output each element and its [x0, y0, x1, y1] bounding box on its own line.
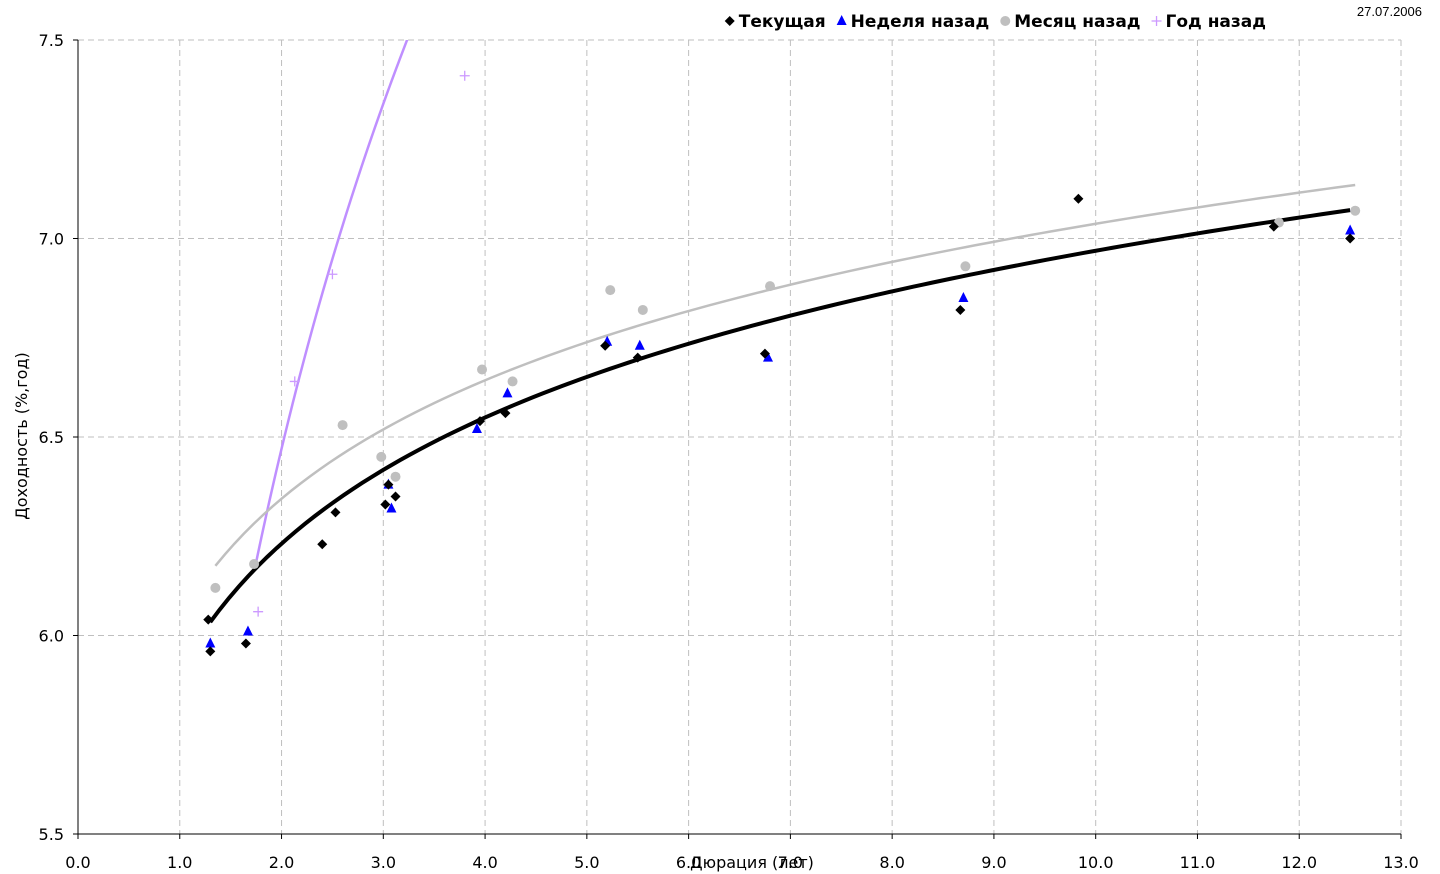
data-point: [240, 638, 251, 649]
y-tick-label: 7.0: [39, 230, 64, 249]
data-point: [634, 339, 645, 350]
data-point: [383, 479, 394, 490]
y-tick-label: 6.0: [39, 627, 64, 646]
data-point: [762, 351, 773, 362]
legend: Текущая Неделя назад Месяц назад Год назад: [724, 12, 1266, 32]
data-point: [759, 348, 770, 359]
gridlines: [78, 39, 1402, 834]
data-point: [632, 352, 643, 363]
x-tick-label: 6.0: [676, 853, 701, 872]
trendlines: [208, 40, 1356, 624]
data-point: [390, 491, 401, 502]
y-axis-title: Доходность (%,год): [12, 352, 31, 520]
data-point: [1345, 233, 1356, 244]
data-point: [390, 471, 401, 482]
y-tick-label: 5.5: [39, 825, 64, 844]
trendline-series-2: [214, 183, 1356, 567]
legend-item: Месяц назад: [1000, 12, 1141, 32]
x-tick-label: 7.0: [778, 853, 803, 872]
data-point: [327, 269, 338, 280]
data-point: [249, 559, 260, 570]
x-tick-label: 9.0: [981, 853, 1006, 872]
y-tick-label: 6.5: [39, 428, 64, 447]
trendline-series-1: [209, 208, 1351, 623]
data-point: [386, 502, 397, 513]
x-tick-label: 1.0: [167, 853, 192, 872]
x-tick-label: 13.0: [1383, 853, 1419, 872]
legend-item: Текущая: [724, 12, 826, 32]
legend-label: Месяц назад: [1014, 12, 1140, 32]
x-tick-label: 2.0: [269, 853, 294, 872]
data-point: [600, 340, 611, 351]
data-point: [337, 420, 348, 431]
data-point: [253, 606, 264, 617]
data-point: [471, 423, 482, 434]
legend-marker: [1151, 16, 1162, 26]
chart-date: 27.07.2006: [1357, 4, 1422, 19]
data-point: [960, 261, 971, 272]
data-point: [500, 408, 511, 419]
data-point: [507, 376, 518, 387]
data-point: [605, 285, 616, 296]
data-point: [765, 281, 776, 292]
x-tick-label: 4.0: [472, 853, 497, 872]
data-point: [205, 646, 216, 657]
x-tick-label: 11.0: [1180, 853, 1216, 872]
trendline-series-0: [208, 208, 1351, 624]
trendline-series-3: [254, 40, 409, 563]
x-axis-title: Дюрация (лет): [690, 853, 814, 872]
data-point: [203, 614, 214, 625]
data-point: [958, 292, 969, 303]
data-point: [637, 304, 648, 315]
data-point: [289, 376, 300, 387]
data-point: [317, 539, 328, 550]
data-point: [380, 499, 391, 510]
data-point: [502, 387, 513, 398]
data-point: [1268, 221, 1279, 232]
x-tick-label: 5.0: [574, 853, 599, 872]
x-tick-label: 0.0: [65, 853, 90, 872]
legend-marker: [1000, 16, 1011, 26]
data-points: [203, 70, 1361, 657]
data-point: [205, 637, 216, 648]
x-tick-label: 3.0: [371, 853, 396, 872]
legend-marker: [724, 16, 735, 26]
data-point: [210, 582, 221, 593]
axes: 0.0 1.0 2.0 3.0 4.0 5.0 6.0 7.0 8.0 9.0 10.0 11.0 12…: [39, 31, 1419, 872]
data-point: [330, 507, 341, 518]
data-point: [459, 70, 470, 81]
legend-item: Неделя назад: [836, 12, 990, 32]
data-point: [1350, 205, 1361, 216]
legend-label: Текущая: [739, 12, 826, 32]
data-point: [477, 364, 488, 375]
data-point: [1345, 224, 1356, 235]
legend-label: Неделя назад: [851, 12, 990, 32]
legend-label: Год назад: [1166, 12, 1266, 32]
x-tick-label: 12.0: [1281, 853, 1317, 872]
data-point: [242, 625, 253, 636]
data-point: [474, 416, 485, 427]
data-point: [955, 304, 966, 315]
legend-marker: [836, 15, 847, 25]
x-tick-label: 10.0: [1078, 853, 1114, 872]
legend-item: Год назад: [1151, 12, 1266, 32]
y-tick-label: 7.5: [39, 31, 64, 50]
data-point: [1073, 193, 1084, 204]
x-tick-label: 8.0: [879, 853, 904, 872]
data-point: [376, 451, 387, 462]
